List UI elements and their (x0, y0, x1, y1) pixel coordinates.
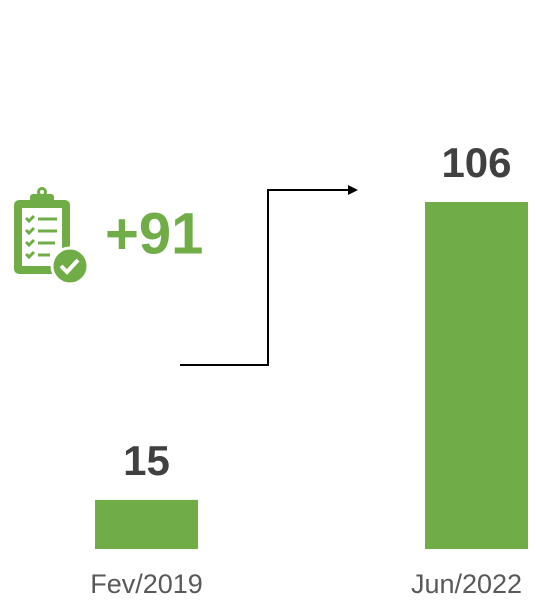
value-label: 106 (441, 139, 511, 186)
annotation: +91 (105, 201, 203, 266)
clipboard-icon (14, 187, 90, 286)
bar (425, 202, 528, 549)
category-label: Jun/2022 (411, 569, 522, 599)
value-label: 15 (123, 437, 170, 484)
bar (95, 499, 198, 549)
arrow (180, 185, 358, 366)
category-label: Fev/2019 (90, 569, 203, 599)
